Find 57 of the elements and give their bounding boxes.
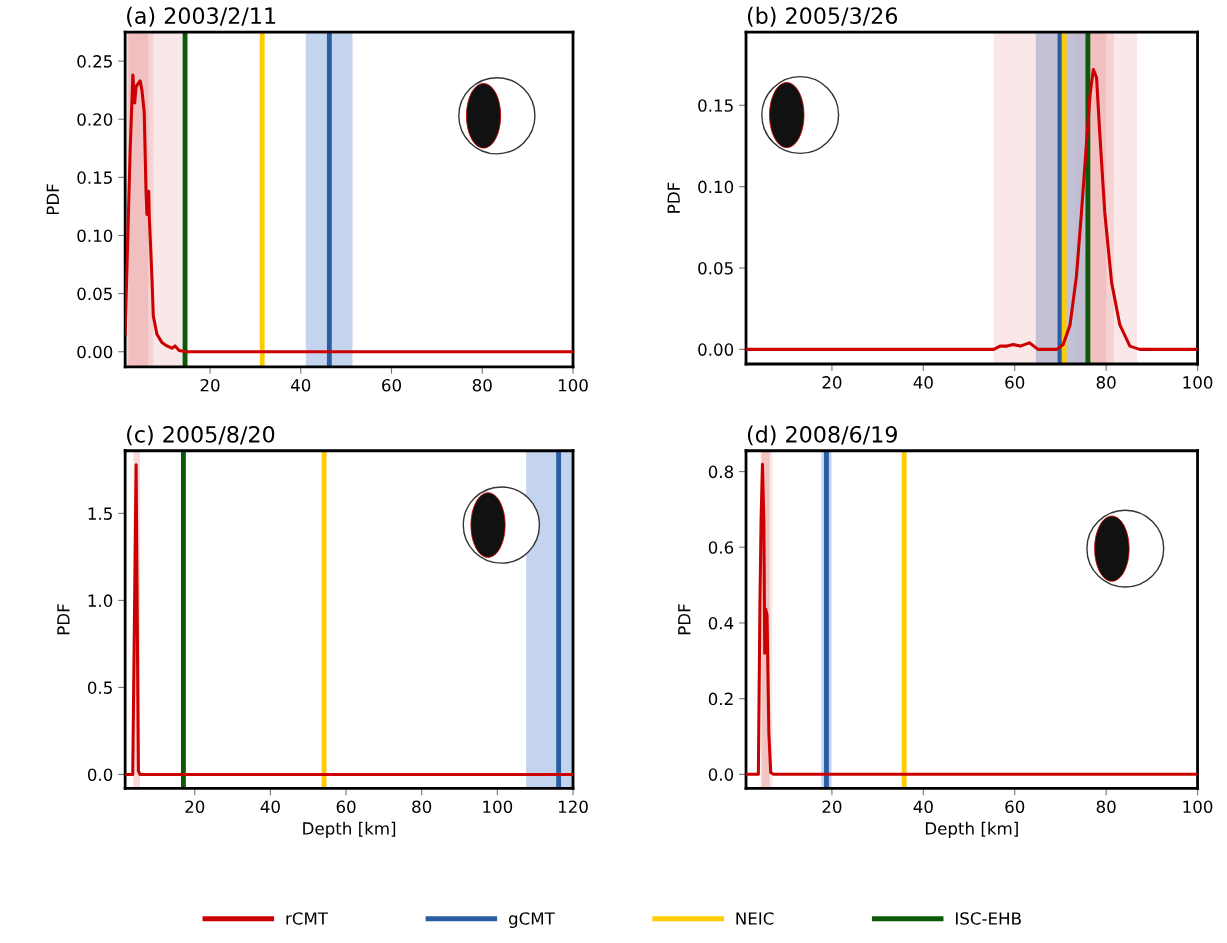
y-tick-label: 0.0 xyxy=(708,768,734,781)
line-series xyxy=(125,73,574,354)
y-axis-title: PDF xyxy=(667,182,680,213)
y-tick-label: 0.00 xyxy=(77,345,113,359)
legend-label: gCMT xyxy=(508,912,555,928)
x-tick-label: 20 xyxy=(185,800,205,814)
y-tick-label: 0.4 xyxy=(708,616,734,630)
y-tick-label: 0.15 xyxy=(698,99,733,112)
x-axis-title: Depth [km] xyxy=(925,821,1018,838)
x-tick-label: 40 xyxy=(913,376,933,389)
x-tick-label: 60 xyxy=(1005,800,1025,814)
x-tick-label: 20 xyxy=(822,376,842,389)
x-tick-label: 80 xyxy=(412,800,432,814)
legend-label: rCMT xyxy=(286,912,329,925)
x-tick-label: 80 xyxy=(1096,800,1116,814)
x-tick-label: 60 xyxy=(1005,376,1025,389)
x-tick-label: 60 xyxy=(336,800,356,814)
y-tick-label: 0.10 xyxy=(698,180,734,194)
y-tick-label: 0.15 xyxy=(77,171,112,184)
x-tick-label: 120 xyxy=(558,800,588,814)
y-tick-label: 0.25 xyxy=(77,55,112,68)
y-tick-label: 0.8 xyxy=(708,465,734,479)
x-tick-label: 100 xyxy=(483,800,513,814)
x-tick-label: 80 xyxy=(472,378,492,392)
chart-title: (a) 2003/2/11 xyxy=(127,6,276,27)
chart-title: (c) 2005/8/20 xyxy=(127,425,275,446)
y-tick-label: 0.05 xyxy=(698,261,733,275)
x-tick-label: 20 xyxy=(200,378,220,392)
x-tick-label: 40 xyxy=(913,800,933,814)
legend-label: ISC-EHB xyxy=(956,912,1021,925)
y-tick-label: 0.00 xyxy=(698,343,734,356)
y-axis-title: PDF xyxy=(57,604,70,635)
x-tick-label: 40 xyxy=(290,378,311,392)
chart-title: (b) 2005/3/26 xyxy=(747,6,898,27)
y-tick-label: 1.0 xyxy=(88,594,113,607)
y-tick-label: 0.20 xyxy=(77,113,113,126)
line-series xyxy=(746,462,1198,776)
y-tick-label: 0.2 xyxy=(708,692,733,706)
y-tick-label: 1.5 xyxy=(88,507,112,520)
y-tick-label: 0.05 xyxy=(77,287,112,301)
y-axis-title: PDF xyxy=(46,184,59,215)
x-tick-label: 40 xyxy=(260,800,280,814)
y-tick-label: 0.6 xyxy=(708,541,734,554)
y-axis-title: PDF xyxy=(678,604,691,635)
x-tick-label: 60 xyxy=(382,378,401,392)
chart-title: (d) 2008/6/19 xyxy=(747,425,897,446)
x-tick-label: 100 xyxy=(1183,800,1213,814)
x-tick-label: 20 xyxy=(822,800,842,814)
line-series xyxy=(746,67,1198,351)
x-tick-label: 100 xyxy=(558,378,588,392)
legend-label: NEIC xyxy=(736,912,774,925)
x-tick-label: 80 xyxy=(1096,376,1116,389)
x-tick-label: 100 xyxy=(1183,376,1213,389)
y-tick-label: 0.5 xyxy=(87,681,112,694)
x-axis-title: Depth [km] xyxy=(303,821,396,838)
y-tick-label: 0.0 xyxy=(87,768,113,781)
y-tick-label: 0.10 xyxy=(77,229,113,243)
